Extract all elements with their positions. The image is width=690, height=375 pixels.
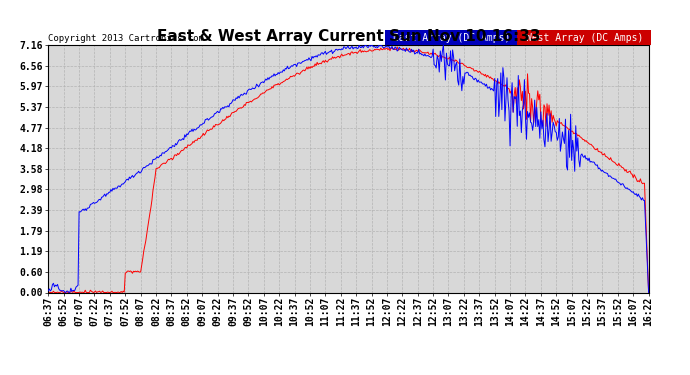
Text: West Array (DC Amps): West Array (DC Amps) (520, 33, 649, 42)
Title: East & West Array Current Sun Nov 10 16:33: East & West Array Current Sun Nov 10 16:… (157, 29, 540, 44)
Text: Copyright 2013 Cartronics.com: Copyright 2013 Cartronics.com (48, 33, 204, 42)
Text: East Array (DC Amps): East Array (DC Amps) (388, 33, 517, 42)
